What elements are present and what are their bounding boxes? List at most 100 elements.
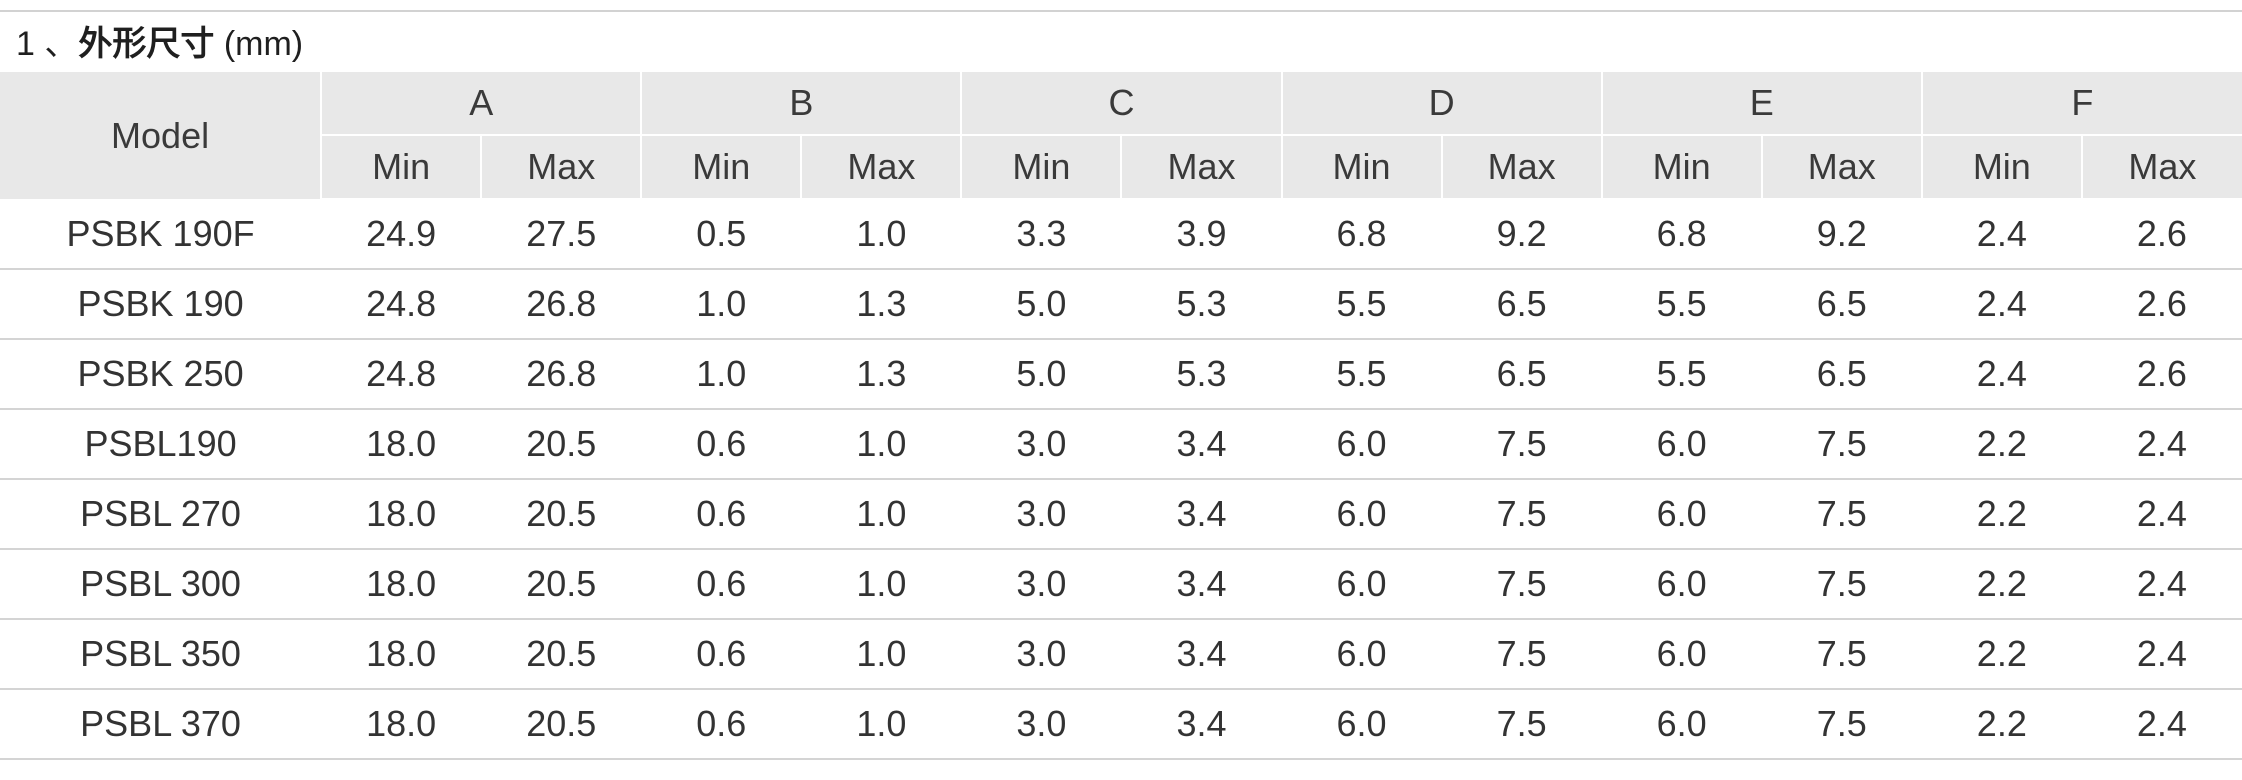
- header-max: Max: [1761, 135, 1923, 200]
- max-value-cell: 1.0: [801, 689, 962, 760]
- section-separator: 、: [44, 25, 79, 63]
- min-value-cell: 2.2: [1921, 549, 2082, 620]
- max-value-cell: 2.4: [2081, 409, 2242, 480]
- min-value-cell: 24.9: [321, 199, 482, 270]
- min-value-cell: 6.0: [1601, 409, 1762, 480]
- max-value-cell: 9.2: [1441, 199, 1602, 270]
- max-value-cell: 7.5: [1441, 409, 1602, 480]
- max-value-cell: 7.5: [1761, 549, 1922, 620]
- min-value-cell: 5.5: [1281, 269, 1442, 340]
- max-value-cell: 20.5: [481, 689, 642, 760]
- max-value-cell: 1.0: [801, 619, 962, 690]
- header-group-a: A: [321, 72, 643, 136]
- model-cell: PSBK 190F: [0, 199, 322, 270]
- max-value-cell: 6.5: [1441, 339, 1602, 410]
- min-value-cell: 6.0: [1601, 549, 1762, 620]
- max-value-cell: 3.4: [1121, 619, 1282, 690]
- min-value-cell: 0.6: [641, 619, 802, 690]
- max-value-cell: 3.4: [1121, 409, 1282, 480]
- max-value-cell: 26.8: [481, 339, 642, 410]
- min-value-cell: 6.0: [1601, 689, 1762, 760]
- model-cell: PSBL 270: [0, 479, 322, 550]
- table-row: PSBK 250 24.8 26.8 1.0 1.3 5.0 5.3 5.5 6.5 5.5 6.5…: [0, 339, 2242, 410]
- table-row: PSBK 190 24.8 26.8 1.0 1.3 5.0 5.3 5.5 6.5 5.5 6.5…: [0, 269, 2242, 340]
- header-minmax-row: Min Max Min Max Min Max Min Max Min Max …: [0, 135, 2242, 200]
- header-max: Max: [1121, 135, 1283, 200]
- header-min: Min: [1601, 135, 1763, 200]
- header-model: Model: [0, 72, 323, 199]
- max-value-cell: 2.6: [2081, 269, 2242, 340]
- min-value-cell: 3.0: [961, 479, 1122, 550]
- min-value-cell: 6.0: [1281, 689, 1442, 760]
- header-max: Max: [1441, 135, 1603, 200]
- min-value-cell: 6.0: [1281, 549, 1442, 620]
- header-min: Min: [1921, 135, 2083, 200]
- min-value-cell: 6.0: [1281, 619, 1442, 690]
- model-cell: PSBK 190: [0, 269, 322, 340]
- top-divider: [0, 10, 2242, 12]
- header-min: Min: [961, 135, 1123, 200]
- max-value-cell: 3.9: [1121, 199, 1282, 270]
- max-value-cell: 5.3: [1121, 269, 1282, 340]
- max-value-cell: 20.5: [481, 549, 642, 620]
- model-cell: PSBK 250: [0, 339, 322, 410]
- header-max: Max: [481, 135, 643, 200]
- min-value-cell: 6.8: [1281, 199, 1442, 270]
- max-value-cell: 3.4: [1121, 689, 1282, 760]
- table-row: PSBL 350 18.0 20.5 0.6 1.0 3.0 3.4 6.0 7.5 6.0 7.5…: [0, 619, 2242, 690]
- section-number: 1: [16, 25, 35, 63]
- min-value-cell: 2.2: [1921, 479, 2082, 550]
- min-value-cell: 2.4: [1921, 339, 2082, 410]
- max-value-cell: 7.5: [1441, 689, 1602, 760]
- max-value-cell: 6.5: [1761, 269, 1922, 340]
- header-group-e: E: [1601, 72, 1923, 136]
- max-value-cell: 9.2: [1761, 199, 1922, 270]
- max-value-cell: 7.5: [1441, 479, 1602, 550]
- model-cell: PSBL 300: [0, 549, 322, 620]
- header-group-row: Model A B C D E F: [0, 72, 2242, 199]
- min-value-cell: 18.0: [321, 549, 482, 620]
- max-value-cell: 7.5: [1761, 619, 1922, 690]
- min-value-cell: 6.0: [1281, 479, 1442, 550]
- min-value-cell: 1.0: [641, 339, 802, 410]
- min-value-cell: 18.0: [321, 689, 482, 760]
- min-value-cell: 0.6: [641, 549, 802, 620]
- min-value-cell: 0.6: [641, 479, 802, 550]
- table-row: PSBL190 18.0 20.5 0.6 1.0 3.0 3.4 6.0 7.5 6.0 7.5 2…: [0, 409, 2242, 480]
- min-value-cell: 24.8: [321, 339, 482, 410]
- min-value-cell: 5.0: [961, 269, 1122, 340]
- min-value-cell: 1.0: [641, 269, 802, 340]
- min-value-cell: 5.5: [1601, 339, 1762, 410]
- min-value-cell: 3.0: [961, 689, 1122, 760]
- table-body: PSBK 190F 24.9 27.5 0.5 1.0 3.3 3.9 6.8 9.2 6.8 9.…: [0, 199, 2242, 760]
- max-value-cell: 1.0: [801, 409, 962, 480]
- header-group-f: F: [1921, 72, 2242, 136]
- min-value-cell: 0.5: [641, 199, 802, 270]
- max-value-cell: 2.4: [2081, 689, 2242, 760]
- min-value-cell: 0.6: [641, 409, 802, 480]
- min-value-cell: 5.5: [1281, 339, 1442, 410]
- max-value-cell: 7.5: [1441, 549, 1602, 620]
- table-row: PSBL 370 18.0 20.5 0.6 1.0 3.0 3.4 6.0 7.5 6.0 7.5…: [0, 689, 2242, 760]
- max-value-cell: 3.4: [1121, 479, 1282, 550]
- section-unit: (mm): [223, 25, 304, 63]
- min-value-cell: 6.0: [1281, 409, 1442, 480]
- max-value-cell: 1.0: [801, 549, 962, 620]
- max-value-cell: 2.6: [2081, 339, 2242, 410]
- max-value-cell: 26.8: [481, 269, 642, 340]
- min-value-cell: 2.2: [1921, 689, 2082, 760]
- section-title: 1 、外形尺寸 (mm): [16, 18, 303, 70]
- max-value-cell: 3.4: [1121, 549, 1282, 620]
- max-value-cell: 20.5: [481, 479, 642, 550]
- header-group-c: C: [961, 72, 1283, 136]
- min-value-cell: 2.2: [1921, 409, 2082, 480]
- min-value-cell: 5.0: [961, 339, 1122, 410]
- model-cell: PSBL 370: [0, 689, 322, 760]
- header-group-b: B: [641, 72, 963, 136]
- max-value-cell: 20.5: [481, 619, 642, 690]
- max-value-cell: 1.3: [801, 339, 962, 410]
- min-value-cell: 24.8: [321, 269, 482, 340]
- header-max: Max: [2081, 135, 2242, 200]
- section-title-text: 外形尺寸: [78, 24, 215, 64]
- max-value-cell: 5.3: [1121, 339, 1282, 410]
